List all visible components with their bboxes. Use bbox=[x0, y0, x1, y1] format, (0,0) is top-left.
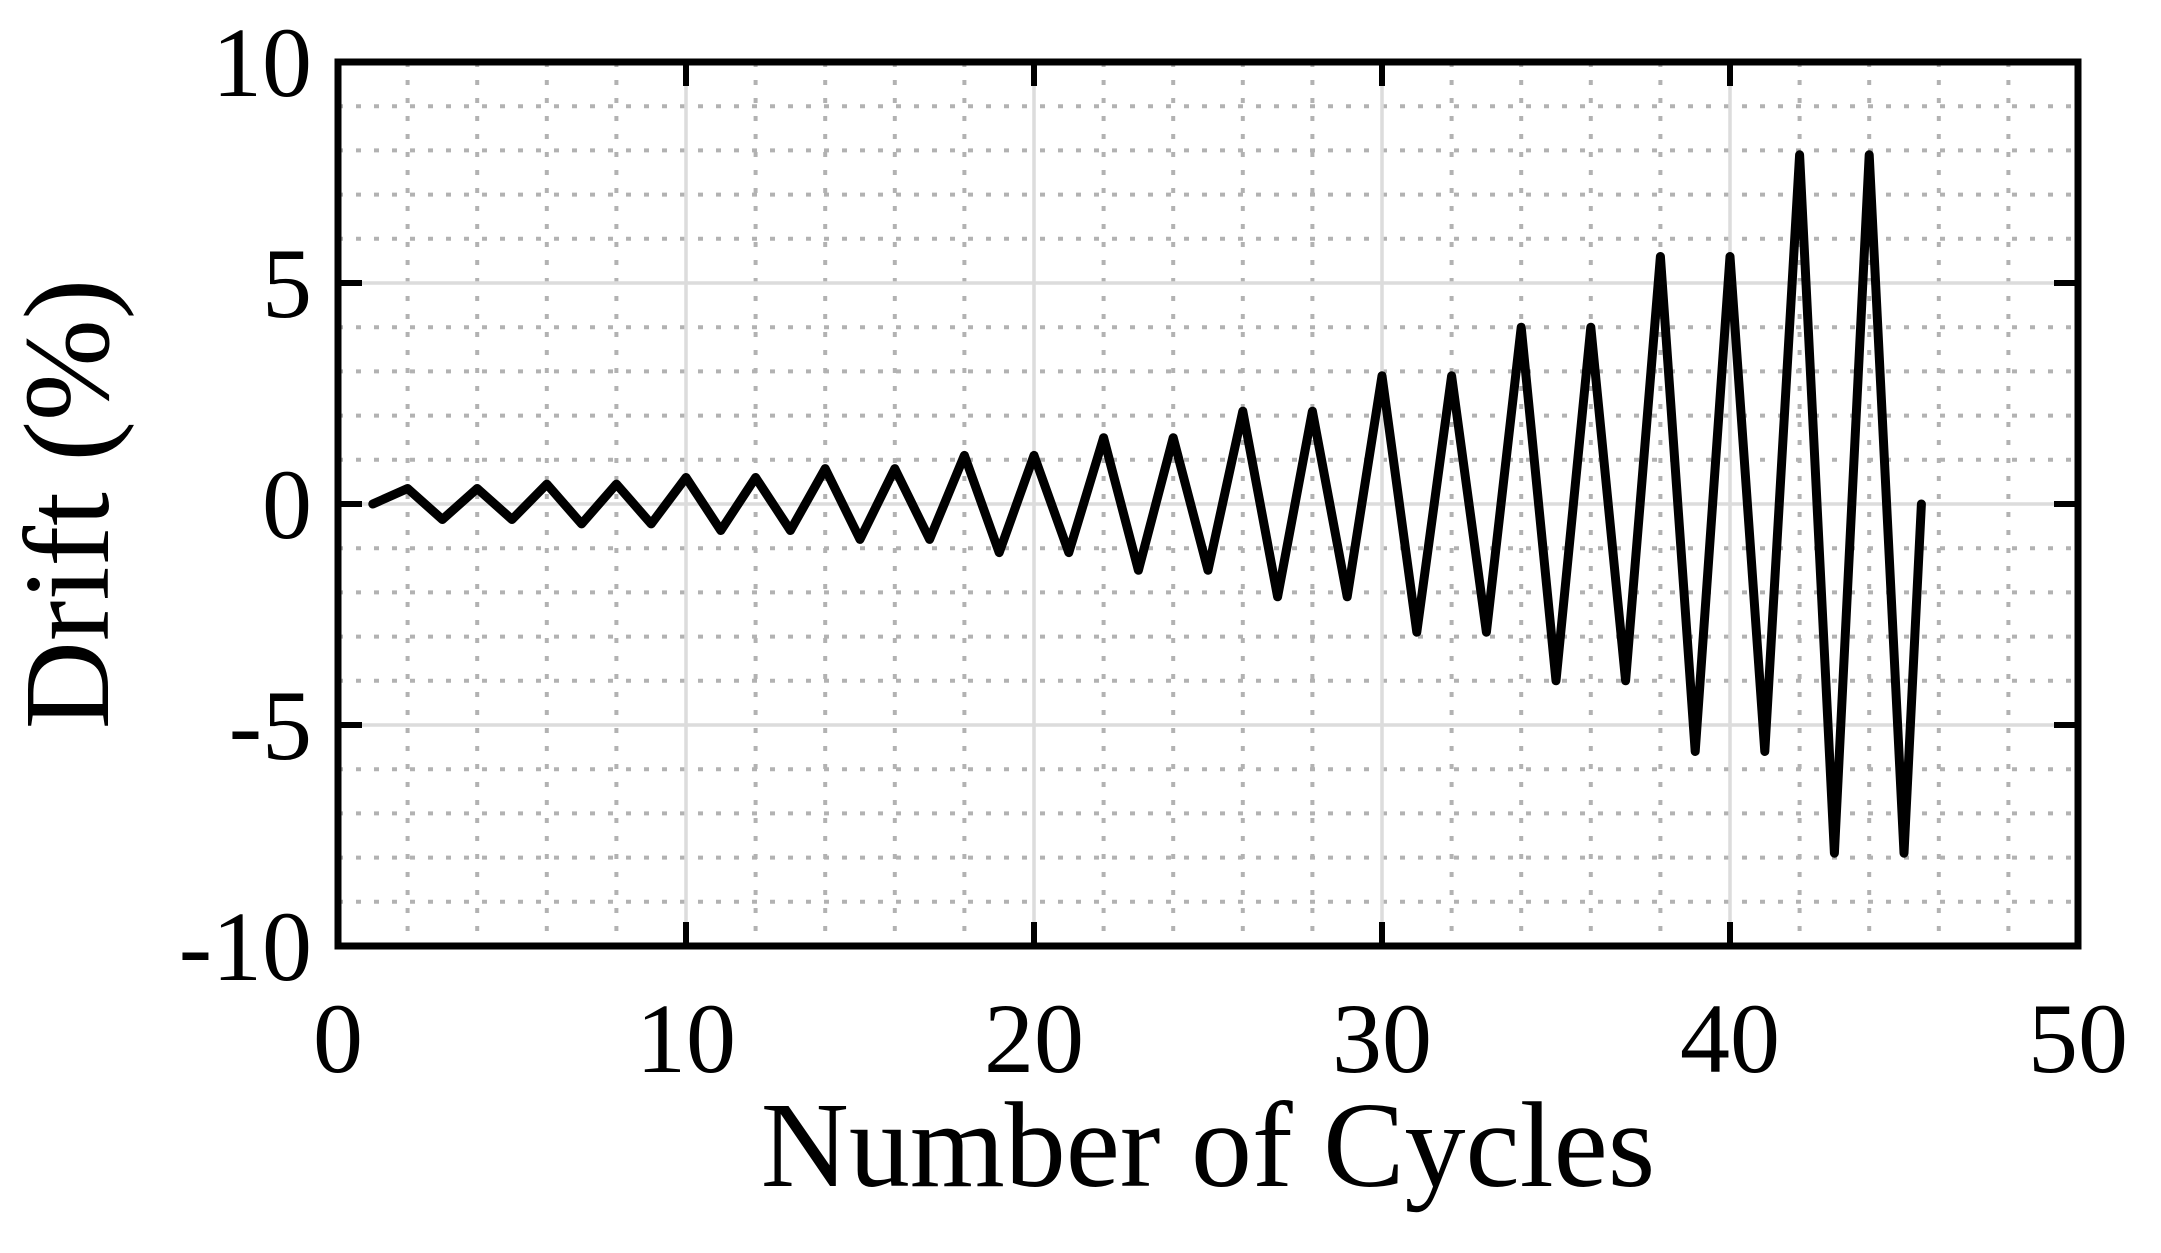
x-tick-label: 50 bbox=[2028, 983, 2128, 1094]
y-tick-label: 0 bbox=[262, 449, 312, 560]
axis-ticks bbox=[335, 59, 2081, 949]
x-tick-label: 40 bbox=[1680, 983, 1780, 1094]
y-axis-label: Drift (%) bbox=[0, 279, 135, 730]
x-tick-label: 30 bbox=[1332, 983, 1432, 1094]
major-gridlines bbox=[338, 62, 2078, 946]
x-axis-label: Number of Cycles bbox=[761, 1078, 1655, 1213]
x-tick-label: 0 bbox=[313, 983, 363, 1094]
drift-series-line bbox=[368, 150, 1926, 858]
x-tick-label: 20 bbox=[984, 983, 1084, 1094]
y-tick-label: -5 bbox=[229, 670, 312, 781]
y-tick-label: 10 bbox=[212, 7, 312, 118]
series-layer bbox=[368, 150, 1926, 858]
x-tick-labels: 0 10 20 30 40 50 bbox=[313, 983, 2128, 1094]
y-tick-labels: -10 -5 0 5 10 bbox=[179, 7, 312, 1002]
y-tick-label: -10 bbox=[179, 891, 312, 1002]
x-tick-label: 10 bbox=[636, 983, 736, 1094]
y-tick-label: 5 bbox=[262, 228, 312, 339]
